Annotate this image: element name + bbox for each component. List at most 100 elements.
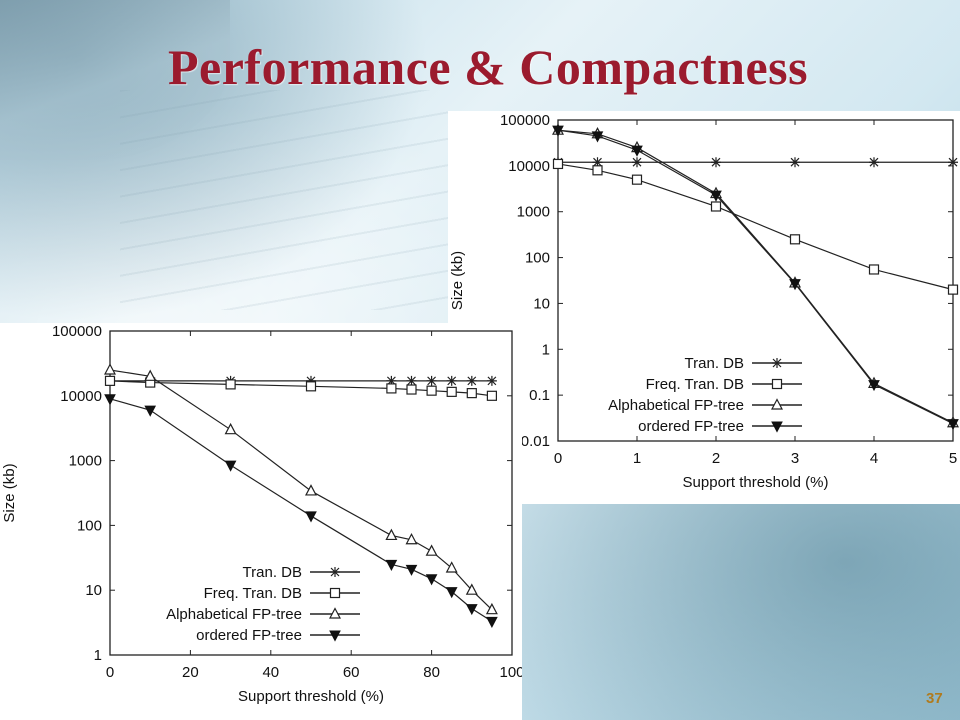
- chart-top-data-point: [947, 419, 959, 431]
- chart-bottom-data-point: [305, 381, 317, 392]
- chart-bottom-data-point: [486, 616, 498, 628]
- chart-bottom-series-3: [104, 394, 498, 628]
- chart-top-data-point: [868, 264, 880, 275]
- chart-top-series-line: [557, 129, 954, 425]
- chart-bottom-series-0: [105, 375, 497, 386]
- chart-bottom-data-point: [486, 375, 497, 386]
- chart-bottom-legend-marker: [329, 607, 341, 619]
- chart-bottom-data-point: [446, 375, 457, 386]
- chart-top-data-point: [789, 234, 801, 245]
- chart-bottom-x-tick-label: 80: [423, 664, 440, 681]
- chart-bottom-svg: 100000 10000 1000 100 10 10 20 40 60 80 100 Support…: [1, 323, 522, 705]
- chart-top-y-tick-label: 1: [542, 341, 550, 358]
- chart-bottom-plot-frame: [109, 330, 513, 656]
- chart-top-data-point: [869, 157, 879, 168]
- chart-bottom-data-point: [104, 363, 116, 375]
- chart-bottom-data-point: [425, 574, 438, 586]
- chart-top-legend-marker: [771, 421, 783, 433]
- slide-title: Performance & Compactness: [168, 39, 809, 95]
- chart-bottom-data-point: [426, 385, 437, 396]
- chart-bottom-data-point: [465, 604, 478, 616]
- chart-top-data-point: [632, 157, 642, 168]
- chart-bottom-data-point: [385, 528, 398, 541]
- chart-bottom-data-point: [224, 422, 237, 435]
- chart-bottom-data-point: [305, 484, 317, 496]
- chart-bottom-series-2: [104, 363, 498, 615]
- chart-top-legend-label: Tran. DB: [685, 355, 744, 372]
- chart-bottom-y-tick-label: 1: [94, 647, 102, 664]
- chart-bottom-y-tick-label: 10: [85, 582, 102, 599]
- chart-bottom-data-point: [466, 375, 477, 386]
- chart-top-data-point: [591, 131, 604, 143]
- chart-top-y-tick-label: 10: [533, 295, 550, 312]
- chart-bottom-legend-marker: [329, 630, 341, 642]
- chart-top-legend-marker: [771, 398, 783, 410]
- chart-bottom-data-point: [144, 369, 157, 381]
- chart-bottom-data-point: [485, 602, 498, 615]
- chart-bottom-data-point: [465, 583, 478, 595]
- chart-bottom-data-point: [386, 375, 397, 386]
- chart-bottom-x-tick-label: 0: [106, 664, 114, 681]
- chart-top-x-tick-label: 3: [791, 450, 799, 467]
- chart-bottom-data-point: [104, 375, 116, 386]
- chart-bottom-data-point: [406, 375, 417, 386]
- chart-top-plot-frame: [557, 119, 954, 442]
- chart-top-data-point: [948, 157, 958, 168]
- chart-top-data-point: [631, 174, 643, 185]
- chart-bottom-legend-marker: [330, 567, 340, 577]
- chart-bottom-legend-label: ordered FP-tree: [196, 627, 302, 644]
- chart-top-data-point: [868, 380, 880, 392]
- chart-top-x-tick-label: 5: [949, 450, 957, 467]
- chart-bottom-x-tick-label: 60: [343, 664, 360, 681]
- chart-top-x-tick-label: 0: [554, 450, 562, 467]
- chart-top-legend-label: ordered FP-tree: [638, 418, 744, 435]
- chart-top-y-tick-label: 10000: [508, 158, 550, 175]
- chart-top-data-point: [592, 165, 603, 176]
- chart-top-data-point: [710, 201, 722, 212]
- chart-top-legend-marker: [771, 378, 783, 390]
- chart-bottom-series-1: [104, 375, 497, 401]
- chart-bottom-data-point: [445, 561, 458, 573]
- chart-bottom-data-point: [445, 587, 458, 599]
- chart-top-series-line: [557, 163, 954, 291]
- chart-bottom-data-point: [425, 544, 438, 556]
- chart-bottom-data-point: [446, 386, 457, 397]
- chart-top-x-tick-label: 2: [712, 450, 720, 467]
- chart-bottom-legend-label: Alphabetical FP-tree: [166, 606, 302, 623]
- chart-top-series-0: [553, 157, 958, 168]
- chart-top-legend-marker: [772, 358, 782, 368]
- chart-bottom-y-axis-label: Size (kb): [1, 463, 18, 522]
- chart-top-data-point: [790, 157, 800, 168]
- chart-top-data-point: [947, 284, 959, 295]
- chart-bottom-data-point: [386, 383, 397, 394]
- chart-top-y-tick-label: 0.01: [521, 433, 550, 450]
- chart-bottom-data-point: [306, 375, 316, 386]
- chart-bottom-data-point: [104, 394, 116, 406]
- chart-top-legend-label: Freq. Tran. DB: [646, 376, 744, 393]
- chart-bottom-data-point: [405, 532, 418, 545]
- chart-top-data-point: [592, 157, 603, 168]
- chart-bottom-x-tick-label: 40: [262, 664, 279, 681]
- chart-bottom: 100000 10000 1000 100 10 1 0 20 40 60 80 100 Support…: [0, 323, 522, 720]
- chart-bottom-data-point: [466, 388, 477, 399]
- chart-top-y-tick-label: 1000: [517, 204, 550, 221]
- chart-bottom-data-point: [426, 375, 437, 386]
- chart-bottom-data-point: [144, 405, 157, 417]
- chart-bottom-data-point: [225, 379, 236, 390]
- decorative-paper-lines: [120, 90, 450, 310]
- chart-top-x-tick-label: 4: [870, 450, 878, 467]
- chart-bottom-data-point: [406, 384, 417, 395]
- chart-top-y-tick-label: 100: [525, 250, 550, 267]
- chart-bottom-x-axis-label: Support threshold (%): [238, 688, 384, 705]
- chart-top-data-point: [789, 279, 801, 291]
- chart-top-legend-label: Alphabetical FP-tree: [608, 397, 744, 414]
- chart-top-svg: 100000 10000 1000 100 10 1 0.1 0.010 1 2 3 4 5 Suppor…: [449, 112, 959, 491]
- chart-bottom-x-tick-label: 20: [182, 664, 199, 681]
- chart-top-y-axis-label: Size (kb): [449, 251, 466, 310]
- chart-bottom-series-line: [109, 398, 493, 622]
- slide-number: 37: [926, 690, 943, 707]
- chart-top-y-tick-label: 0.1: [529, 387, 550, 404]
- chart-bottom-y-tick-label: 100: [77, 517, 102, 534]
- chart-top-data-point: [552, 158, 564, 170]
- chart-top-series-line: [557, 129, 954, 424]
